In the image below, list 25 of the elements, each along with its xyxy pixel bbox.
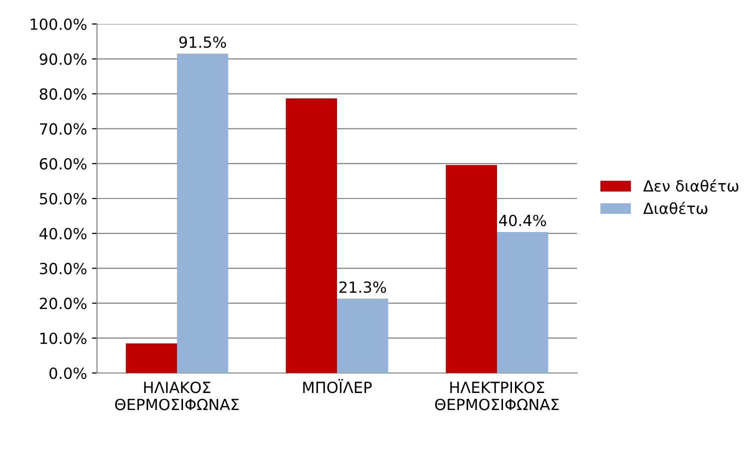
bar bbox=[177, 54, 228, 373]
y-tick-label: 0.0% bbox=[49, 367, 86, 380]
y-tick-label: 20.0% bbox=[40, 298, 86, 310]
bar bbox=[446, 164, 497, 373]
data-label: 21.3% bbox=[339, 281, 386, 293]
data-label: 91.5% bbox=[179, 36, 226, 48]
legend-label: Διαθέτω bbox=[643, 202, 708, 214]
bar bbox=[497, 232, 548, 373]
bar bbox=[286, 98, 337, 373]
x-tick-label: ΜΠΟΪΛΕΡ bbox=[303, 379, 372, 394]
data-label: 40.4% bbox=[499, 214, 546, 226]
x-tick-label: ΗΛΙΑΚΟΣ ΘΕΡΜΟΣΙΦΩΝΑΣ bbox=[115, 382, 239, 410]
y-tick-label: 10.0% bbox=[40, 332, 86, 344]
y-tick-label: 60.0% bbox=[40, 158, 86, 170]
bar bbox=[126, 343, 177, 373]
legend-label: Δεν διαθέτω bbox=[643, 179, 738, 192]
y-tick-label: 80.0% bbox=[40, 88, 86, 100]
x-tick-label: ΗΛΕΚΤΡΙΚΟΣ ΘΕΡΜΟΣΙΦΩΝΑΣ bbox=[435, 382, 559, 410]
y-tick-label: 70.0% bbox=[40, 123, 86, 135]
y-tick-label: 100.0% bbox=[30, 18, 86, 30]
bar bbox=[337, 298, 388, 373]
y-tick-label: 30.0% bbox=[40, 262, 86, 274]
y-tick-label: 50.0% bbox=[40, 192, 86, 205]
y-tick-label: 40.0% bbox=[39, 228, 86, 240]
y-tick-label: 90.0% bbox=[40, 53, 86, 65]
